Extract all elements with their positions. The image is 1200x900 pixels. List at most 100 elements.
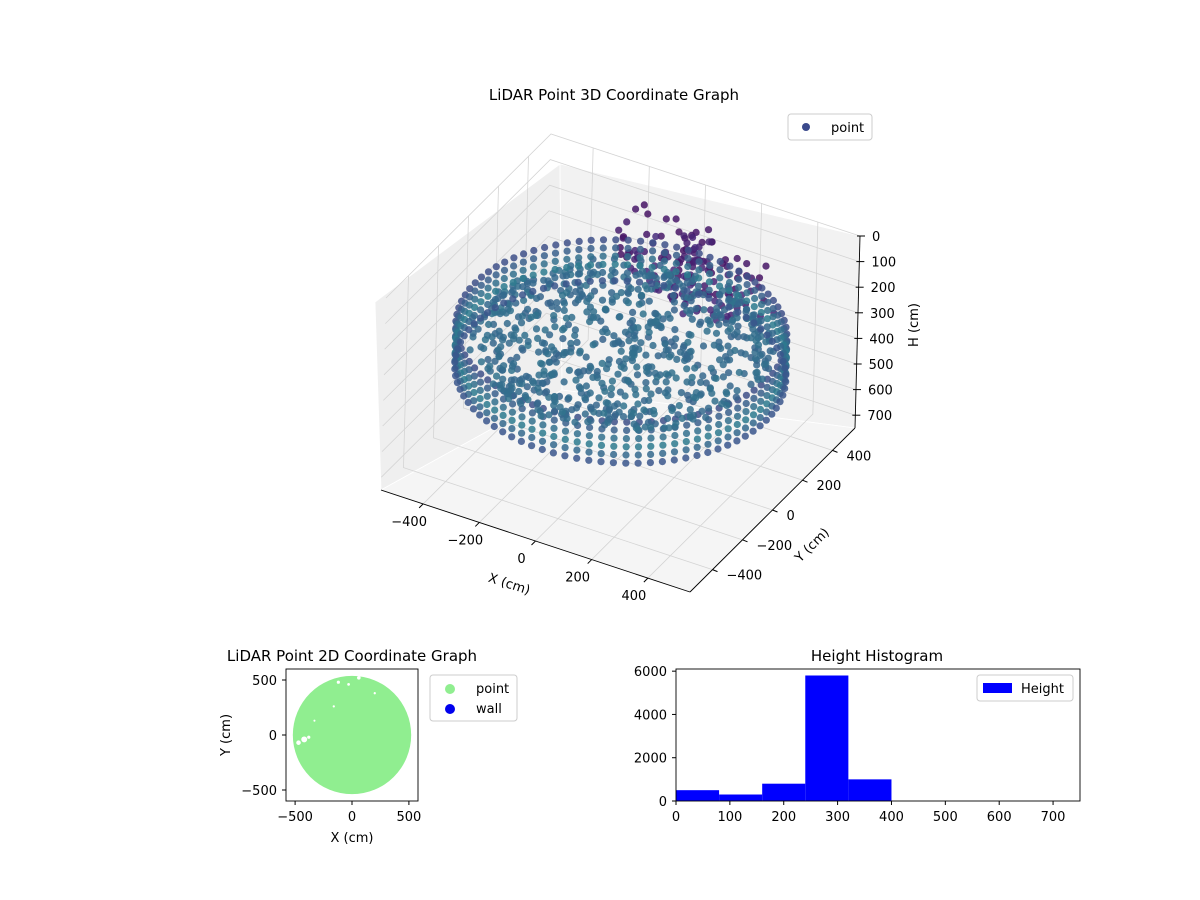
chart-2d-ylabel: Y (cm) <box>219 714 234 757</box>
data-point-3d <box>750 394 758 402</box>
data-point-3d <box>529 263 538 271</box>
data-point-3d <box>532 325 541 333</box>
x-tick-label: 200 <box>565 571 590 586</box>
data-point-3d <box>550 369 558 377</box>
data-point-3d <box>769 313 777 321</box>
data-point-3d <box>642 379 650 387</box>
legend-3d-frame <box>787 113 873 141</box>
data-point-3d <box>585 448 593 456</box>
data-point-3d <box>668 369 676 377</box>
data-point-3d <box>671 326 679 334</box>
y-tick-label-hist: 4000 <box>634 708 667 723</box>
data-point-3d <box>647 442 655 450</box>
data-point-3d <box>597 458 605 466</box>
data-point-3d <box>508 425 516 433</box>
data-point-3d <box>622 443 630 451</box>
data-point-3d <box>532 311 540 319</box>
data-point-3d <box>534 334 542 342</box>
data-point-3d <box>568 313 576 321</box>
scan-void <box>301 736 308 743</box>
data-point-3d <box>595 394 603 402</box>
data-point-3d <box>484 376 492 384</box>
data-point-3d <box>712 329 721 337</box>
data-point-3d <box>611 268 619 277</box>
x-tick-label: 0 <box>517 552 525 567</box>
data-point-3d <box>668 406 676 415</box>
data-point-3d <box>573 338 581 346</box>
y-tick-label-hist: 2000 <box>634 752 667 767</box>
data-point-3d <box>649 239 657 247</box>
data-point-3d <box>763 315 772 323</box>
data-point-3d <box>538 339 547 347</box>
data-point-3d <box>609 459 618 467</box>
data-point-3d <box>509 278 517 286</box>
data-point-3d <box>683 239 691 247</box>
data-point-3d <box>695 274 703 282</box>
data-point-3d <box>484 292 492 300</box>
grid-line-x <box>591 203 763 560</box>
data-point-3d <box>734 308 742 316</box>
data-point-3d <box>682 438 690 446</box>
data-point-3d <box>491 406 499 414</box>
data-point-3d <box>563 247 571 255</box>
data-point-3d <box>530 246 538 255</box>
grid-line-x <box>647 222 819 579</box>
data-point-3d <box>598 296 607 304</box>
data-point-3d <box>716 257 724 266</box>
data-point-3d <box>672 419 680 427</box>
data-point-3d <box>575 246 583 254</box>
data-point-3d <box>773 344 781 352</box>
data-point-3d <box>637 237 645 245</box>
data-point-3d <box>567 348 575 356</box>
data-point-3d <box>616 388 625 396</box>
data-point-3d <box>519 274 527 283</box>
data-point-3d <box>724 417 733 425</box>
data-point-3d <box>687 347 695 355</box>
data-point-3d <box>552 241 560 249</box>
data-point-3d <box>573 446 581 454</box>
data-point-3d <box>513 353 521 361</box>
data-point-3d <box>704 432 712 440</box>
data-point-3d <box>483 400 491 409</box>
data-point-3d <box>541 243 549 252</box>
data-point-3d <box>781 384 789 393</box>
data-point-3d <box>489 380 497 388</box>
data-point-3d <box>561 452 569 460</box>
data-point-3d <box>695 258 703 266</box>
y-tick <box>832 449 838 453</box>
y-tick-label: 0 <box>787 509 795 524</box>
data-point-3d <box>451 365 459 373</box>
data-point-3d <box>554 305 562 313</box>
z-tick-label: 700 <box>867 409 892 424</box>
data-point-3d <box>476 411 484 419</box>
data-point-3d <box>471 295 479 303</box>
data-point-3d <box>632 391 640 399</box>
data-point-3d <box>691 244 699 252</box>
data-point-3d <box>635 435 643 443</box>
data-point-3d <box>719 373 728 381</box>
data-point-3d <box>599 236 608 244</box>
data-point-3d <box>714 429 723 437</box>
data-point-3d <box>663 414 672 423</box>
data-point-3d <box>500 291 508 299</box>
data-point-3d <box>673 243 681 251</box>
data-point-3d <box>722 353 730 361</box>
z-tick-label: 300 <box>870 307 895 322</box>
data-point-3d <box>717 344 725 353</box>
data-point-3d <box>749 419 757 427</box>
data-point-3d <box>756 422 764 430</box>
data-point-3d <box>643 230 651 238</box>
point-cloud-3d <box>451 201 791 467</box>
data-point-3d <box>451 358 459 366</box>
data-point-3d <box>654 352 662 360</box>
data-point-3d <box>452 372 460 380</box>
data-point-3d <box>456 338 465 346</box>
data-point-3d <box>476 395 484 403</box>
data-point-3d <box>519 283 527 291</box>
data-point-3d <box>631 385 639 393</box>
data-point-3d <box>764 354 772 362</box>
data-point-3d <box>510 254 518 262</box>
data-point-3d <box>576 347 584 355</box>
grid-line-z <box>384 184 859 350</box>
data-point-3d <box>704 424 713 432</box>
